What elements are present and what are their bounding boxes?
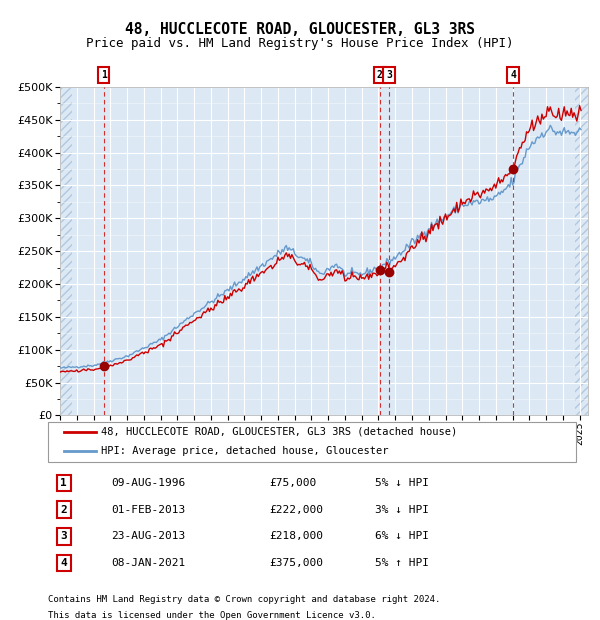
Text: 48, HUCCLECOTE ROAD, GLOUCESTER, GL3 3RS: 48, HUCCLECOTE ROAD, GLOUCESTER, GL3 3RS — [125, 22, 475, 37]
Text: Price paid vs. HM Land Registry's House Price Index (HPI): Price paid vs. HM Land Registry's House … — [86, 37, 514, 50]
Text: 01-FEB-2013: 01-FEB-2013 — [112, 505, 185, 515]
Text: 4: 4 — [61, 558, 67, 568]
Text: 1: 1 — [101, 70, 107, 80]
Text: 6% ↓ HPI: 6% ↓ HPI — [376, 531, 430, 541]
Text: £222,000: £222,000 — [270, 505, 324, 515]
Text: 2: 2 — [61, 505, 67, 515]
Text: £375,000: £375,000 — [270, 558, 324, 568]
Text: 2: 2 — [377, 70, 383, 80]
Text: 3: 3 — [386, 70, 392, 80]
Text: This data is licensed under the Open Government Licence v3.0.: This data is licensed under the Open Gov… — [48, 611, 376, 620]
Text: 4: 4 — [510, 70, 516, 80]
Text: Contains HM Land Registry data © Crown copyright and database right 2024.: Contains HM Land Registry data © Crown c… — [48, 595, 440, 604]
Text: 1: 1 — [61, 478, 67, 488]
Text: 5% ↑ HPI: 5% ↑ HPI — [376, 558, 430, 568]
Text: 3% ↓ HPI: 3% ↓ HPI — [376, 505, 430, 515]
FancyBboxPatch shape — [48, 422, 576, 462]
Text: 48, HUCCLECOTE ROAD, GLOUCESTER, GL3 3RS (detached house): 48, HUCCLECOTE ROAD, GLOUCESTER, GL3 3RS… — [101, 427, 457, 436]
Text: 5% ↓ HPI: 5% ↓ HPI — [376, 478, 430, 488]
Text: HPI: Average price, detached house, Gloucester: HPI: Average price, detached house, Glou… — [101, 446, 388, 456]
Text: 23-AUG-2013: 23-AUG-2013 — [112, 531, 185, 541]
Text: 08-JAN-2021: 08-JAN-2021 — [112, 558, 185, 568]
Text: 3: 3 — [61, 531, 67, 541]
Text: £75,000: £75,000 — [270, 478, 317, 488]
Text: 09-AUG-1996: 09-AUG-1996 — [112, 478, 185, 488]
Text: £218,000: £218,000 — [270, 531, 324, 541]
